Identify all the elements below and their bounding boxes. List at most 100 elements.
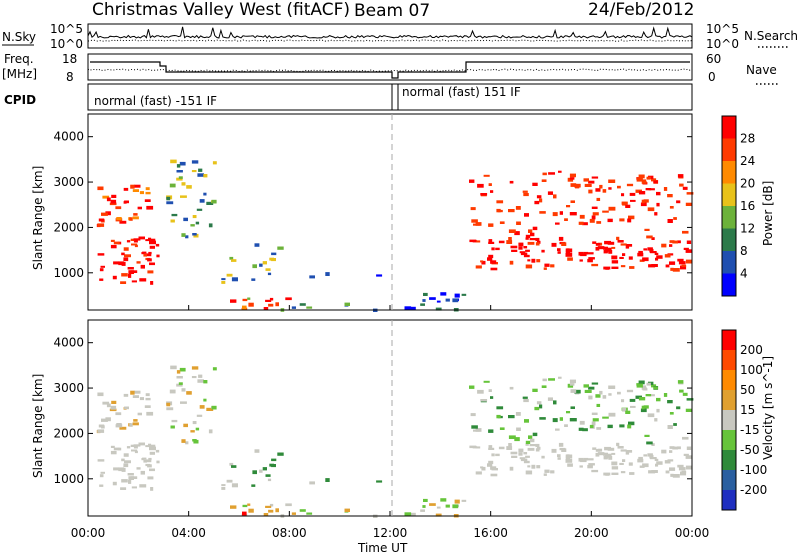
power-cell <box>148 251 152 255</box>
power-cell <box>263 307 269 310</box>
velocity-cell <box>136 467 141 470</box>
velocity-cell <box>642 463 649 468</box>
velocity-cell <box>636 383 643 388</box>
velocity-cell <box>248 508 254 513</box>
velocity-cell <box>420 509 425 512</box>
velocity-cell <box>584 389 592 393</box>
power-cell <box>490 190 494 193</box>
velocity-cell <box>195 427 200 431</box>
power-cell <box>617 185 621 189</box>
velocity-cell <box>147 464 152 468</box>
power-cell <box>130 238 135 241</box>
velocity-cell <box>422 505 426 508</box>
velocity-cell <box>567 383 574 388</box>
power-cell <box>595 243 601 246</box>
power-cell <box>528 229 533 233</box>
velocity-cell <box>535 448 540 452</box>
power-cell <box>643 248 648 251</box>
velocity-cell <box>211 405 217 410</box>
power-scatter <box>96 159 694 312</box>
velocity-cell <box>149 451 155 455</box>
colorbar-swatch <box>722 251 736 274</box>
velocity-cell <box>625 451 630 455</box>
power-cell <box>583 178 589 182</box>
power-cell <box>544 263 550 267</box>
power-cell <box>539 211 546 214</box>
velocity-cell <box>496 414 501 419</box>
power-cell <box>461 293 467 296</box>
power-cell <box>558 236 564 241</box>
velocity-panel: 1000 2000 3000 4000 00:00 04:00 08:00 12:00 16:… <box>31 305 709 554</box>
velocity-cell <box>669 467 676 471</box>
velocity-cell <box>470 413 476 417</box>
velocity-cell <box>672 474 680 478</box>
power-cell <box>653 180 658 184</box>
power-cell <box>685 259 693 264</box>
velocity-cell <box>121 458 125 462</box>
power-cell <box>265 299 272 302</box>
power-cell <box>242 305 247 310</box>
velocity-cell <box>469 445 477 449</box>
power-cell <box>625 204 631 208</box>
power-cell <box>506 240 513 244</box>
power-cell <box>509 180 514 184</box>
colorbar-tick-label: 12 <box>740 222 755 236</box>
power-cell <box>488 183 492 186</box>
power-cell <box>127 267 134 270</box>
power-cell <box>131 280 137 283</box>
power-cell <box>146 205 154 210</box>
power-cell <box>553 194 557 199</box>
power-cell <box>488 223 494 227</box>
power-cell <box>113 261 119 265</box>
velocity-cell <box>591 382 599 385</box>
velocity-cell <box>487 463 493 467</box>
velocity-cell <box>611 461 618 466</box>
power-cell <box>192 215 197 219</box>
power-colorbar: 28 24 20 16 12 8 4 Power [dB] <box>721 115 775 297</box>
power-cell <box>574 183 581 188</box>
colorbar-swatch <box>722 330 736 351</box>
velocity-cell <box>619 424 625 428</box>
velocity-cell <box>635 395 642 399</box>
power-cell <box>599 184 603 189</box>
noise-panel: N.Sky 10^5 10^0 10^5 10^0 N.Search <box>2 22 798 51</box>
velocity-cell <box>110 445 115 448</box>
power-cell <box>221 281 226 284</box>
power-cell <box>376 274 383 277</box>
velocity-cell <box>532 432 538 437</box>
power-cell <box>611 260 619 264</box>
power-cell <box>429 297 436 300</box>
power-cell <box>120 281 127 284</box>
velocity-cell <box>558 442 564 447</box>
power-cell <box>118 261 125 266</box>
velocity-cell <box>530 438 535 443</box>
power-cell <box>669 206 674 209</box>
velocity-cell <box>229 462 234 466</box>
power-cell <box>170 219 175 223</box>
power-cell <box>221 278 226 281</box>
velocity-cell <box>578 427 584 431</box>
velocity-cell <box>277 452 284 456</box>
power-cell <box>452 298 459 303</box>
velocity-cell <box>471 425 478 429</box>
power-cell <box>625 245 630 249</box>
power-cell <box>622 253 626 256</box>
power-cell <box>99 268 104 272</box>
power-cell <box>185 235 189 239</box>
velocity-cell <box>509 386 514 390</box>
freq-tick-top: 18 <box>62 52 77 66</box>
power-cell <box>663 187 668 191</box>
velocity-cell <box>121 479 128 483</box>
power-cell <box>626 183 634 187</box>
velocity-cell <box>541 455 545 459</box>
velocity-cell <box>203 380 208 384</box>
velocity-cell <box>555 428 560 431</box>
y-tick-label: 2000 <box>53 426 84 440</box>
power-cell <box>100 265 105 268</box>
power-cell <box>128 273 132 278</box>
power-cell <box>681 264 687 267</box>
power-cell <box>547 191 553 195</box>
power-cell <box>656 191 661 196</box>
velocity-cell <box>656 397 661 402</box>
